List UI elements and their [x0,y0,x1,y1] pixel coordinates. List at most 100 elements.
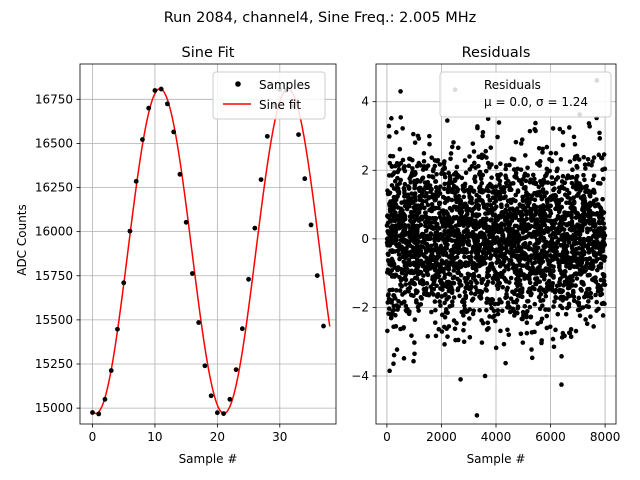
residual-point [531,216,536,222]
residual-point [478,176,484,182]
residual-point [393,273,399,278]
residual-point [561,283,566,288]
residual-point [419,296,424,301]
residual-point [457,293,462,299]
residual-point [421,273,426,278]
residual-point [472,213,478,218]
residual-point [539,316,545,322]
residual-point [569,219,575,224]
residual-point [401,356,407,361]
residual-point [600,313,606,318]
residual-point [469,195,474,201]
residual-point [555,166,560,171]
residual-point [411,218,417,224]
residual-point [423,166,429,171]
residual-point [414,230,420,236]
residual-point [455,228,461,234]
residual-point [445,334,450,339]
residual-point [534,249,539,254]
residual-point [598,264,603,269]
residual-point [503,173,508,178]
sine-fit-ytick-label: 16000 [35,225,73,239]
residual-point [513,287,519,293]
residual-point [527,128,533,134]
residual-point [559,184,565,189]
residual-point [509,218,515,223]
residual-point [442,300,447,306]
sample-point [108,368,114,373]
residual-point [541,276,547,282]
residual-point [466,190,472,196]
residual-point [591,243,596,248]
residual-point [451,215,457,220]
sine-fit-legend: Samples Sine fit [212,71,326,120]
residual-point [536,145,542,151]
residual-point [430,226,436,232]
residuals-legend-box [439,71,612,118]
residuals-ytick-label: 2 [361,163,369,177]
residual-point [390,218,396,223]
residual-point [413,203,418,208]
residual-outlier-point [474,413,480,418]
sample-point [177,171,183,177]
residual-point [553,295,559,301]
residual-point [557,281,563,287]
residual-point [453,239,459,245]
residual-point [581,236,587,242]
residual-point [498,172,503,177]
residual-point [522,303,528,309]
residual-point [535,240,541,246]
residual-point [411,358,416,364]
residual-point [460,242,466,247]
residual-point [519,286,525,291]
residual-point [558,157,564,162]
residual-outlier-point [458,377,463,382]
residual-point [433,185,439,190]
residual-point [529,355,535,361]
residual-point [496,283,501,289]
residual-point [442,174,448,180]
residual-point [507,258,512,263]
sample-point [302,176,308,182]
residual-point [527,280,533,286]
residual-point [507,207,513,213]
sample-point [208,393,214,399]
residual-point [521,242,526,247]
residual-point [431,292,436,297]
residual-point [406,184,411,189]
residual-point [428,262,434,268]
residual-point [536,294,542,300]
residual-point [548,203,553,209]
residual-point [594,229,600,235]
residual-point [559,289,564,295]
residual-point [471,273,477,279]
residual-point [425,272,431,278]
sample-point [133,178,139,184]
sample-point [196,320,202,325]
residual-point [500,255,506,260]
residual-point [550,281,556,286]
residual-point [560,220,566,226]
residual-point [423,199,429,204]
residual-point [444,279,450,285]
residual-point [483,148,489,154]
residual-point [537,279,543,284]
residual-point [516,225,522,230]
sample-point [165,101,170,107]
residual-point [502,195,507,200]
residual-point [505,301,511,306]
residual-point [514,207,520,213]
residual-point [558,296,563,301]
residual-point [495,308,501,313]
residual-point [523,178,529,184]
residual-point [522,171,528,177]
residual-point [581,172,586,178]
residual-point [556,230,561,235]
residual-point [433,179,439,184]
residual-point [433,205,438,211]
residual-point [596,306,601,312]
residuals-xtick-label: 2000 [426,430,457,444]
residual-point [435,291,441,297]
residual-point [574,182,580,188]
residual-point [534,192,540,198]
